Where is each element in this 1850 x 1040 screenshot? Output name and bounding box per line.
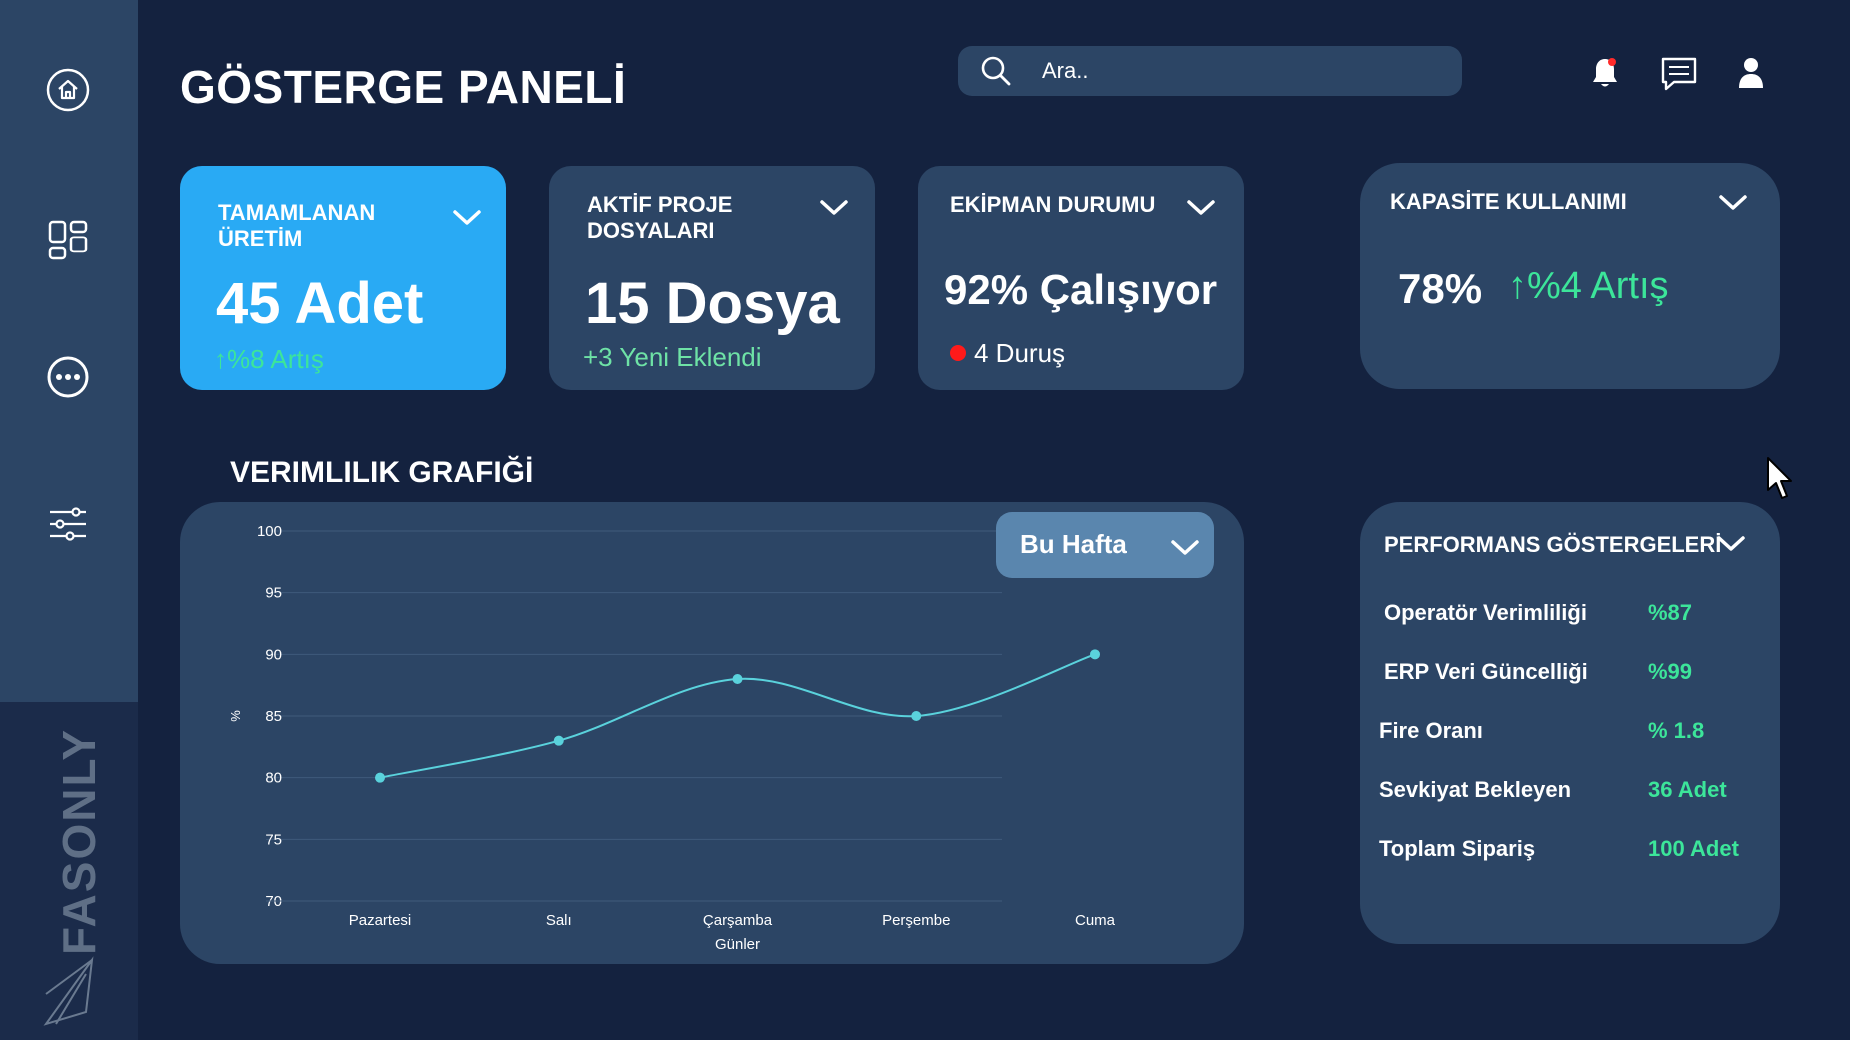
page-title: GÖSTERGE PANELİ: [180, 61, 627, 113]
data-point: [1090, 649, 1100, 660]
y-tick-label: 75: [265, 831, 282, 848]
performance-row: Operatör Verimliliği %87: [1360, 600, 1780, 630]
x-tick-label: Salı: [546, 912, 572, 929]
kpi-change: 4 Duruş: [950, 338, 1065, 369]
chevron-down-icon[interactable]: [1170, 538, 1200, 558]
kpi-value: 15 Dosya: [585, 271, 840, 336]
performance-value: 36 Adet: [1648, 777, 1727, 802]
performance-row: Toplam Sipariş 100 Adet: [1360, 836, 1780, 866]
chevron-down-icon[interactable]: [452, 208, 482, 228]
data-point: [911, 711, 922, 721]
sidebar-brand-area: FASONLY: [0, 702, 138, 1040]
brand-logo-icon: [43, 956, 94, 1026]
performance-row: Fire Oranı % 1.8: [1360, 718, 1780, 748]
data-point: [732, 674, 743, 684]
kpi-value: 78%: [1398, 265, 1483, 312]
x-tick-label: Çarşamba: [703, 912, 773, 929]
search-icon[interactable]: [980, 55, 1012, 87]
x-tick-label: Pazartesi: [349, 912, 412, 929]
performance-value: %87: [1648, 600, 1693, 625]
grid-icon[interactable]: [44, 216, 92, 264]
mouse-cursor-icon: [1767, 457, 1792, 499]
chart-section-title: VERIMLILIK GRAFIĞİ: [230, 456, 534, 489]
y-tick-label: 80: [265, 770, 282, 787]
search-bar[interactable]: [958, 46, 1462, 96]
kpi-title: TAMAMLANAN ÜRETİM: [218, 200, 376, 251]
kpi-value: 92% Çalışıyor: [944, 266, 1218, 313]
efficiency-chart-card: 100 95 90 85 80 75 70 Pazartesi Salı Çarşamba Perş…: [180, 502, 1244, 964]
kpi-card-equipment-status[interactable]: EKİPMAN DURUMU 92% Çalışıyor 4 Duruş: [918, 166, 1244, 390]
x-tick-label: Cuma: [1075, 912, 1116, 929]
kpi-change: +3 Yeni Eklendi: [583, 342, 762, 372]
performance-value: 100 Adet: [1648, 836, 1739, 861]
x-tick-label: Perşembe: [882, 912, 950, 929]
performance-card: PERFORMANS GÖSTERGELERİ Operatör Verimli…: [1360, 502, 1780, 944]
performance-label: ERP Veri Güncelliği: [1384, 659, 1588, 684]
y-tick-label: 100: [257, 523, 282, 540]
performance-label: Fire Oranı: [1379, 718, 1483, 743]
performance-label: Sevkiyat Bekleyen: [1379, 777, 1572, 802]
chevron-down-icon[interactable]: [1716, 534, 1746, 554]
arrow-up-icon: ↑: [214, 344, 227, 374]
chevron-down-icon[interactable]: [1186, 198, 1216, 218]
performance-row: ERP Veri Güncelliği %99: [1360, 659, 1780, 689]
home-icon[interactable]: [44, 66, 92, 114]
chevron-down-icon[interactable]: [819, 198, 849, 218]
period-select[interactable]: Bu Hafta: [996, 512, 1214, 578]
performance-value: % 1.8: [1648, 718, 1705, 743]
chat-icon[interactable]: [1660, 56, 1698, 92]
kpi-title: EKİPMAN DURUMU: [950, 192, 1156, 217]
performance-value: %99: [1648, 659, 1693, 684]
chevron-down-icon[interactable]: [1718, 193, 1748, 213]
data-point: [375, 772, 385, 783]
performance-label: Toplam Sipariş: [1379, 836, 1536, 861]
arrow-up-icon: ↑: [1508, 265, 1527, 307]
kpi-card-completed-production[interactable]: TAMAMLANAN ÜRETİM 45 Adet ↑%8 Artış: [180, 166, 506, 390]
kpi-card-active-project-files[interactable]: AKTİF PROJE DOSYALARI 15 Dosya +3 Yeni E…: [549, 166, 875, 390]
performance-row: Sevkiyat Bekleyen 36 Adet: [1360, 777, 1780, 807]
y-tick-label: 90: [265, 646, 282, 663]
kpi-change: ↑%4 Artış: [1508, 265, 1669, 307]
kpi-card-capacity-usage[interactable]: KAPASİTE KULLANIMI 78% ↑%4 Artış: [1360, 163, 1780, 389]
sliders-icon[interactable]: [44, 500, 92, 548]
kpi-title: AKTİF PROJE DOSYALARI: [587, 192, 733, 243]
data-point: [553, 735, 564, 746]
search-input[interactable]: [1042, 56, 1432, 86]
alert-dot-icon: [950, 345, 966, 361]
y-axis-label: %: [228, 710, 243, 722]
y-tick-label: 85: [265, 708, 282, 725]
bell-icon[interactable]: [1590, 56, 1620, 90]
kpi-value: 45 Adet: [216, 271, 424, 336]
more-icon[interactable]: [44, 353, 92, 401]
performance-title: PERFORMANS GÖSTERGELERİ: [1384, 532, 1722, 557]
user-icon[interactable]: [1738, 56, 1764, 90]
performance-label: Operatör Verimliliği: [1384, 600, 1587, 625]
sidebar: FASONLY: [0, 0, 138, 1040]
x-axis-label: Günler: [715, 936, 760, 953]
period-select-label: Bu Hafta: [1020, 529, 1127, 559]
kpi-title: KAPASİTE KULLANIMI: [1390, 189, 1627, 214]
brand-logo-text: FASONLY: [53, 727, 105, 955]
kpi-change: ↑%8 Artış: [214, 344, 324, 374]
y-tick-label: 95: [265, 585, 282, 602]
